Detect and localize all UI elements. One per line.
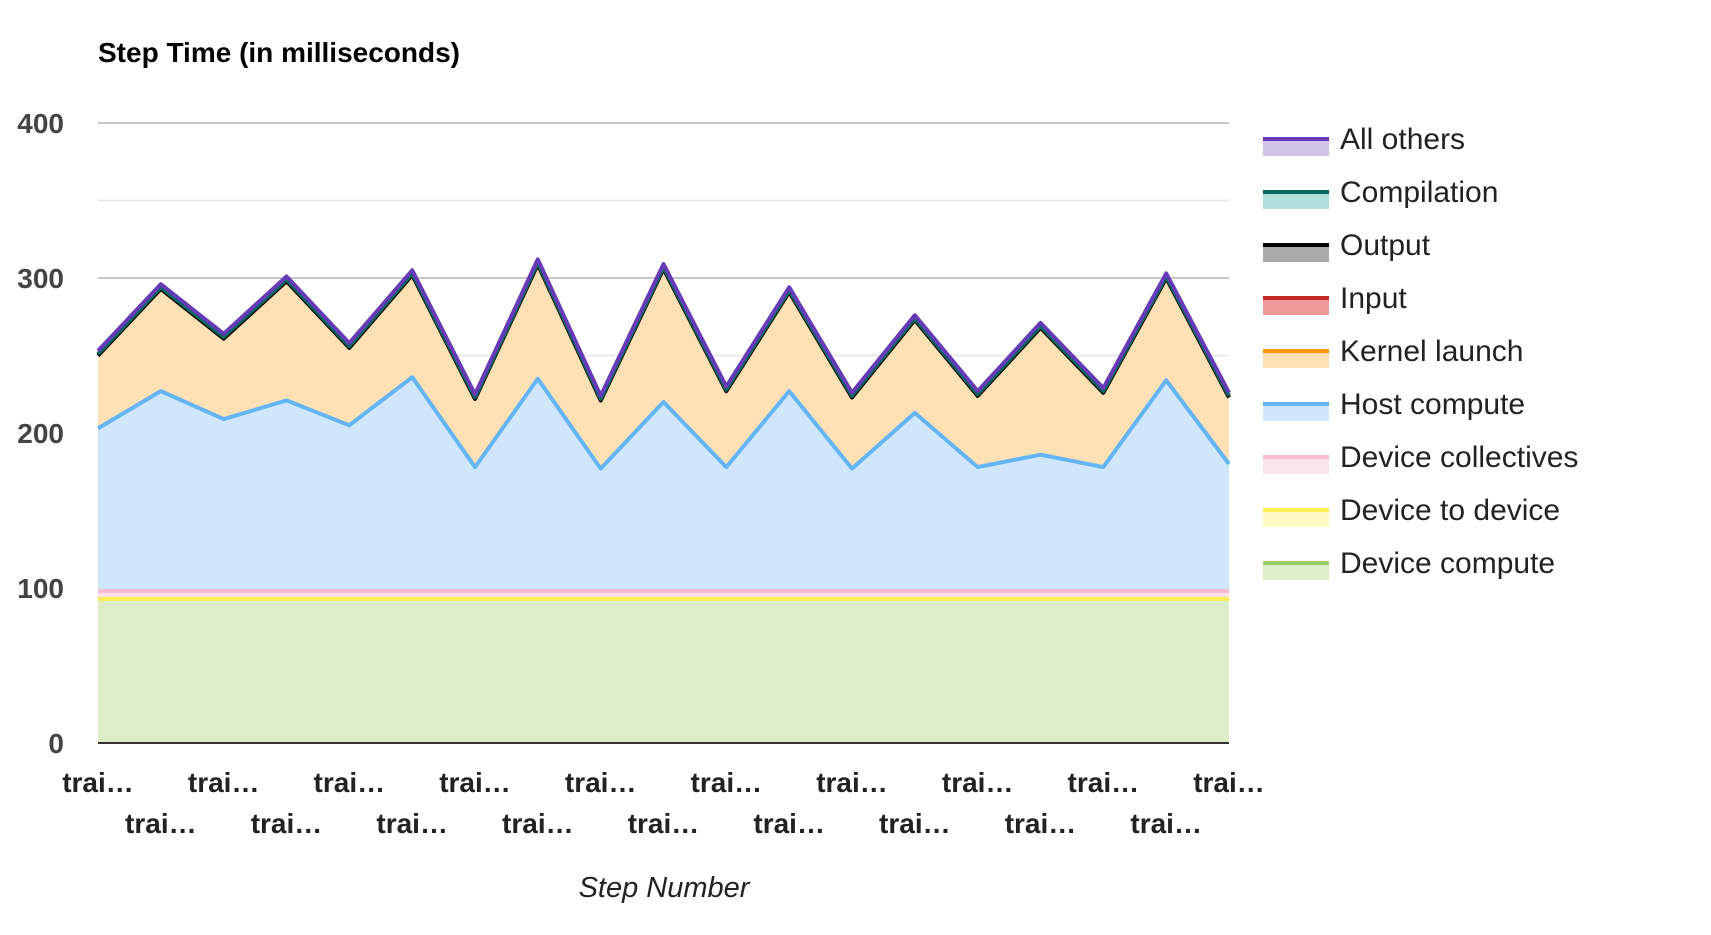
legend-label: Device compute (1340, 547, 1555, 580)
legend-swatch-line (1263, 137, 1329, 141)
legend-swatch-fill (1263, 298, 1329, 315)
legend-item-host-compute[interactable]: Host compute (1263, 388, 1525, 421)
area-host-compute (98, 377, 1229, 592)
legend-item-device-to-device[interactable]: Device to device (1263, 494, 1560, 527)
legend-label: Compilation (1340, 176, 1498, 209)
x-tick-label: trai… (62, 767, 134, 798)
x-tick-label: trai… (376, 808, 448, 839)
legend-label: Input (1340, 282, 1407, 315)
x-tick-label: trai… (1193, 767, 1265, 798)
legend-item-device-collectives[interactable]: Device collectives (1263, 441, 1578, 474)
legend-swatch-line (1263, 402, 1329, 406)
y-tick-label: 100 (17, 573, 64, 604)
area-device-compute (98, 598, 1229, 743)
legend-swatch-fill (1263, 245, 1329, 262)
legend-swatch-fill (1263, 351, 1329, 368)
legend-swatch-line (1263, 455, 1329, 459)
legend-label: Kernel launch (1340, 335, 1523, 368)
legend-label: Output (1340, 229, 1431, 262)
area-kernel-launch (98, 264, 1229, 469)
legend-swatch-fill (1263, 563, 1329, 580)
x-tick-label: trai… (502, 808, 574, 839)
y-tick-label: 300 (17, 263, 64, 294)
plot-lines (96, 257, 1231, 601)
legend-item-input[interactable]: Input (1263, 282, 1407, 315)
y-tick-label: 200 (17, 418, 64, 449)
legend-swatch-line (1263, 190, 1329, 194)
x-tick-label: trai… (565, 767, 637, 798)
legend-swatch-line (1263, 296, 1329, 300)
legend-swatch-fill (1263, 139, 1329, 156)
legend: All others Compilation Output Input Kernel l… (1263, 123, 1578, 580)
x-tick-label: trai… (1005, 808, 1077, 839)
chart-title: Step Time (in milliseconds) (98, 37, 460, 68)
legend-label: Host compute (1340, 388, 1525, 421)
x-tick-label: trai… (816, 767, 888, 798)
legend-item-compilation[interactable]: Compilation (1263, 176, 1498, 209)
legend-label: Device collectives (1340, 441, 1578, 474)
legend-swatch-line (1263, 508, 1329, 512)
x-tick-label: trai… (439, 767, 511, 798)
x-axis-ticks: trai… trai… trai… trai… trai… trai… trai… trai…… (62, 767, 1265, 839)
line-all-others (96, 257, 1231, 398)
legend-item-kernel-launch[interactable]: Kernel launch (1263, 335, 1523, 368)
legend-swatch-fill (1263, 510, 1329, 527)
legend-swatch-fill (1263, 404, 1329, 421)
line-host-compute (96, 375, 1231, 471)
x-axis-label: Step Number (579, 872, 751, 904)
legend-swatch-line (1263, 349, 1329, 353)
legend-label: All others (1340, 123, 1465, 156)
x-tick-label: trai… (188, 767, 260, 798)
y-axis-ticks: 0 100 200 300 400 (17, 108, 64, 759)
y-tick-label: 0 (48, 728, 64, 759)
x-tick-label: trai… (942, 767, 1014, 798)
x-tick-label: trai… (314, 767, 386, 798)
legend-item-output[interactable]: Output (1263, 229, 1431, 262)
legend-item-device-compute[interactable]: Device compute (1263, 547, 1555, 580)
legend-swatch-line (1263, 243, 1329, 247)
x-tick-label: trai… (753, 808, 825, 839)
legend-label: Device to device (1340, 494, 1560, 527)
x-tick-label: trai… (691, 767, 763, 798)
legend-swatch-line (1263, 561, 1329, 565)
legend-swatch-fill (1263, 192, 1329, 209)
x-tick-label: trai… (879, 808, 951, 839)
y-tick-label: 400 (17, 108, 64, 139)
legend-swatch-fill (1263, 457, 1329, 474)
x-tick-label: trai… (1130, 808, 1202, 839)
x-tick-label: trai… (1068, 767, 1140, 798)
x-tick-label: trai… (628, 808, 700, 839)
plot-areas (98, 259, 1229, 743)
x-tick-label: trai… (125, 808, 197, 839)
x-tick-label: trai… (251, 808, 323, 839)
legend-item-all-others[interactable]: All others (1263, 123, 1465, 156)
